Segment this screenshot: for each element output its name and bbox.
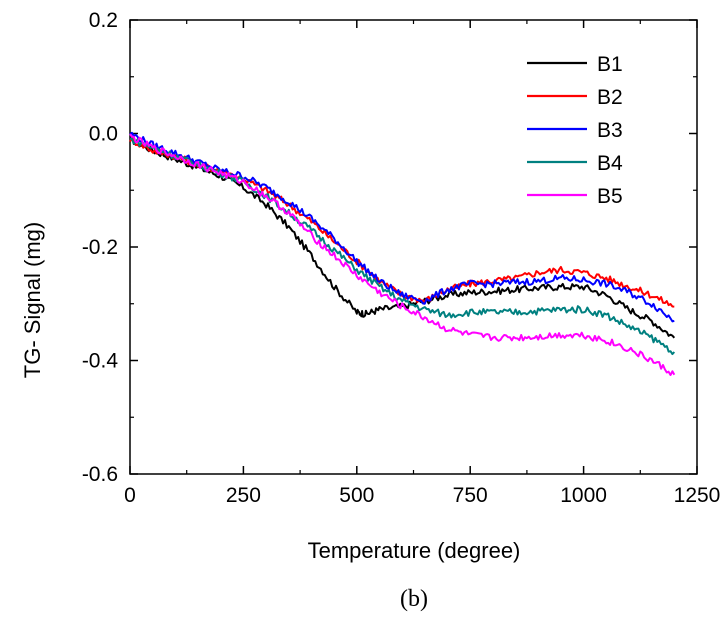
series-line-b5 (129, 133, 676, 376)
y-tick-label: -0.2 (82, 236, 118, 259)
legend-label-b1: B1 (597, 53, 623, 76)
series-line-b2 (129, 136, 675, 308)
legend-label-b3: B3 (597, 119, 623, 142)
x-tick-label: 500 (339, 484, 374, 507)
y-tick-label: 0.2 (89, 9, 118, 32)
y-axis-ticks: -0.6 -0.4 -0.2 0.0 0.2 (82, 9, 697, 486)
y-axis-title: TG- Signal (mg) (20, 222, 45, 378)
x-tick-label: 1000 (560, 484, 607, 507)
legend: B1 B2 B3 B4 B5 (527, 53, 623, 208)
series-lines (129, 131, 676, 376)
figure-caption: (b) (400, 586, 428, 612)
y-tick-label: -0.4 (82, 350, 119, 373)
x-tick-label: 0 (124, 484, 136, 507)
x-tick-label: 250 (226, 484, 261, 507)
y-tick-label: 0.0 (89, 123, 118, 146)
series-line-b3 (129, 131, 675, 323)
x-tick-label: 1250 (674, 484, 721, 507)
legend-label-b2: B2 (597, 86, 623, 109)
legend-label-b5: B5 (597, 185, 623, 208)
x-tick-label: 750 (453, 484, 488, 507)
x-axis-ticks: 0 250 500 750 1000 1250 (124, 20, 720, 507)
legend-label-b4: B4 (597, 152, 623, 175)
series-line-b4 (129, 137, 676, 356)
x-axis-title: Temperature (degree) (308, 538, 521, 563)
y-tick-label: -0.6 (82, 463, 118, 486)
series-line-b1 (129, 135, 676, 339)
